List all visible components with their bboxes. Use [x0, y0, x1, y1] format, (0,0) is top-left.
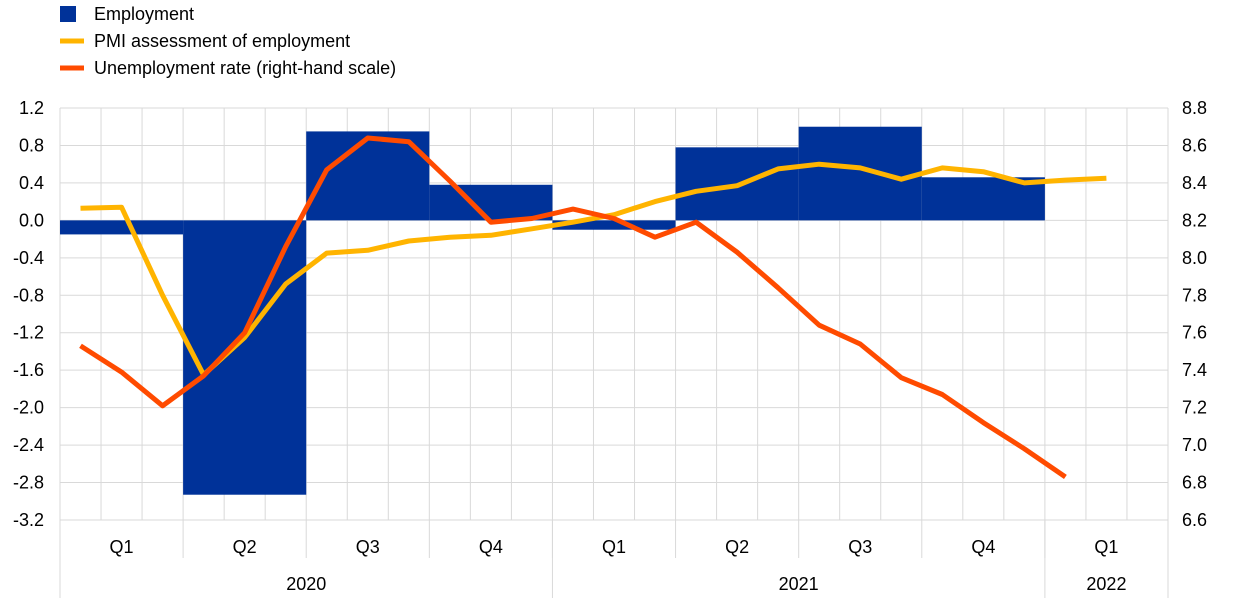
employment-bar — [429, 184, 553, 221]
y-left-tick-label: -2.4 — [13, 435, 44, 455]
unemployment-rate-line — [79, 135, 1067, 479]
employment-bar — [552, 220, 676, 230]
y-left-tick-label: -1.6 — [13, 360, 44, 380]
y-right-tick-label: 6.6 — [1182, 510, 1207, 530]
x-year-label: 2020 — [286, 574, 326, 594]
x-quarter-label: Q1 — [1094, 537, 1118, 557]
employment-bars — [60, 126, 1045, 495]
y-right-tick-label: 8.6 — [1182, 135, 1207, 155]
x-quarter-label: Q4 — [479, 537, 503, 557]
y-left-tick-label: -0.4 — [13, 248, 44, 268]
y-right-tick-label: 7.6 — [1182, 323, 1207, 343]
y-left-tick-label: 0.0 — [19, 210, 44, 230]
x-quarter-label: Q4 — [971, 537, 995, 557]
y-left-tick-label: 0.8 — [19, 135, 44, 155]
y-right-tick-label: 6.8 — [1182, 473, 1207, 493]
y-right-tick-label: 8.0 — [1182, 248, 1207, 268]
employment-bar — [306, 131, 430, 221]
x-quarter-label: Q2 — [233, 537, 257, 557]
legend-swatch-square — [60, 6, 76, 22]
y-right-tick-label: 7.2 — [1182, 398, 1207, 418]
x-quarter-label: Q1 — [602, 537, 626, 557]
legend-label: Unemployment rate (right-hand scale) — [94, 58, 396, 78]
x-quarter-label: Q2 — [725, 537, 749, 557]
y-left-tick-label: 1.2 — [19, 98, 44, 118]
y-left-tick-label: -3.2 — [13, 510, 44, 530]
x-quarter-label: Q3 — [848, 537, 872, 557]
axes: 1.2 0.8 0.4 0.0 -0.4 -0.8 -1.2 -1.6 -2.0 -2.4 -2.8… — [13, 98, 1207, 598]
employment-bar — [798, 126, 922, 221]
y-right-tick-label: 8.8 — [1182, 98, 1207, 118]
x-year-label: 2021 — [779, 574, 819, 594]
y-left-tick-label: -0.8 — [13, 285, 44, 305]
legend: Employment PMI assessment of employment Un… — [60, 4, 396, 78]
y-right-tick-label: 7.8 — [1182, 285, 1207, 305]
employment-bar — [60, 220, 184, 235]
x-quarter-label: Q1 — [110, 537, 134, 557]
y-left-tick-label: -1.2 — [13, 323, 44, 343]
legend-label: PMI assessment of employment — [94, 31, 350, 51]
y-right-tick-label: 7.4 — [1182, 360, 1207, 380]
series-lines — [79, 135, 1107, 479]
y-left-tick-label: -2.0 — [13, 398, 44, 418]
employment-bar — [183, 220, 307, 495]
y-right-tick-label: 7.0 — [1182, 435, 1207, 455]
y-right-tick-label: 8.2 — [1182, 210, 1207, 230]
pmi-employment-line — [80, 161, 1107, 378]
y-left-tick-label: -2.8 — [13, 473, 44, 493]
x-quarter-label: Q3 — [356, 537, 380, 557]
y-left-tick-label: 0.4 — [19, 173, 44, 193]
x-year-label: 2022 — [1086, 574, 1126, 594]
legend-label: Employment — [94, 4, 194, 24]
y-right-tick-label: 8.4 — [1182, 173, 1207, 193]
